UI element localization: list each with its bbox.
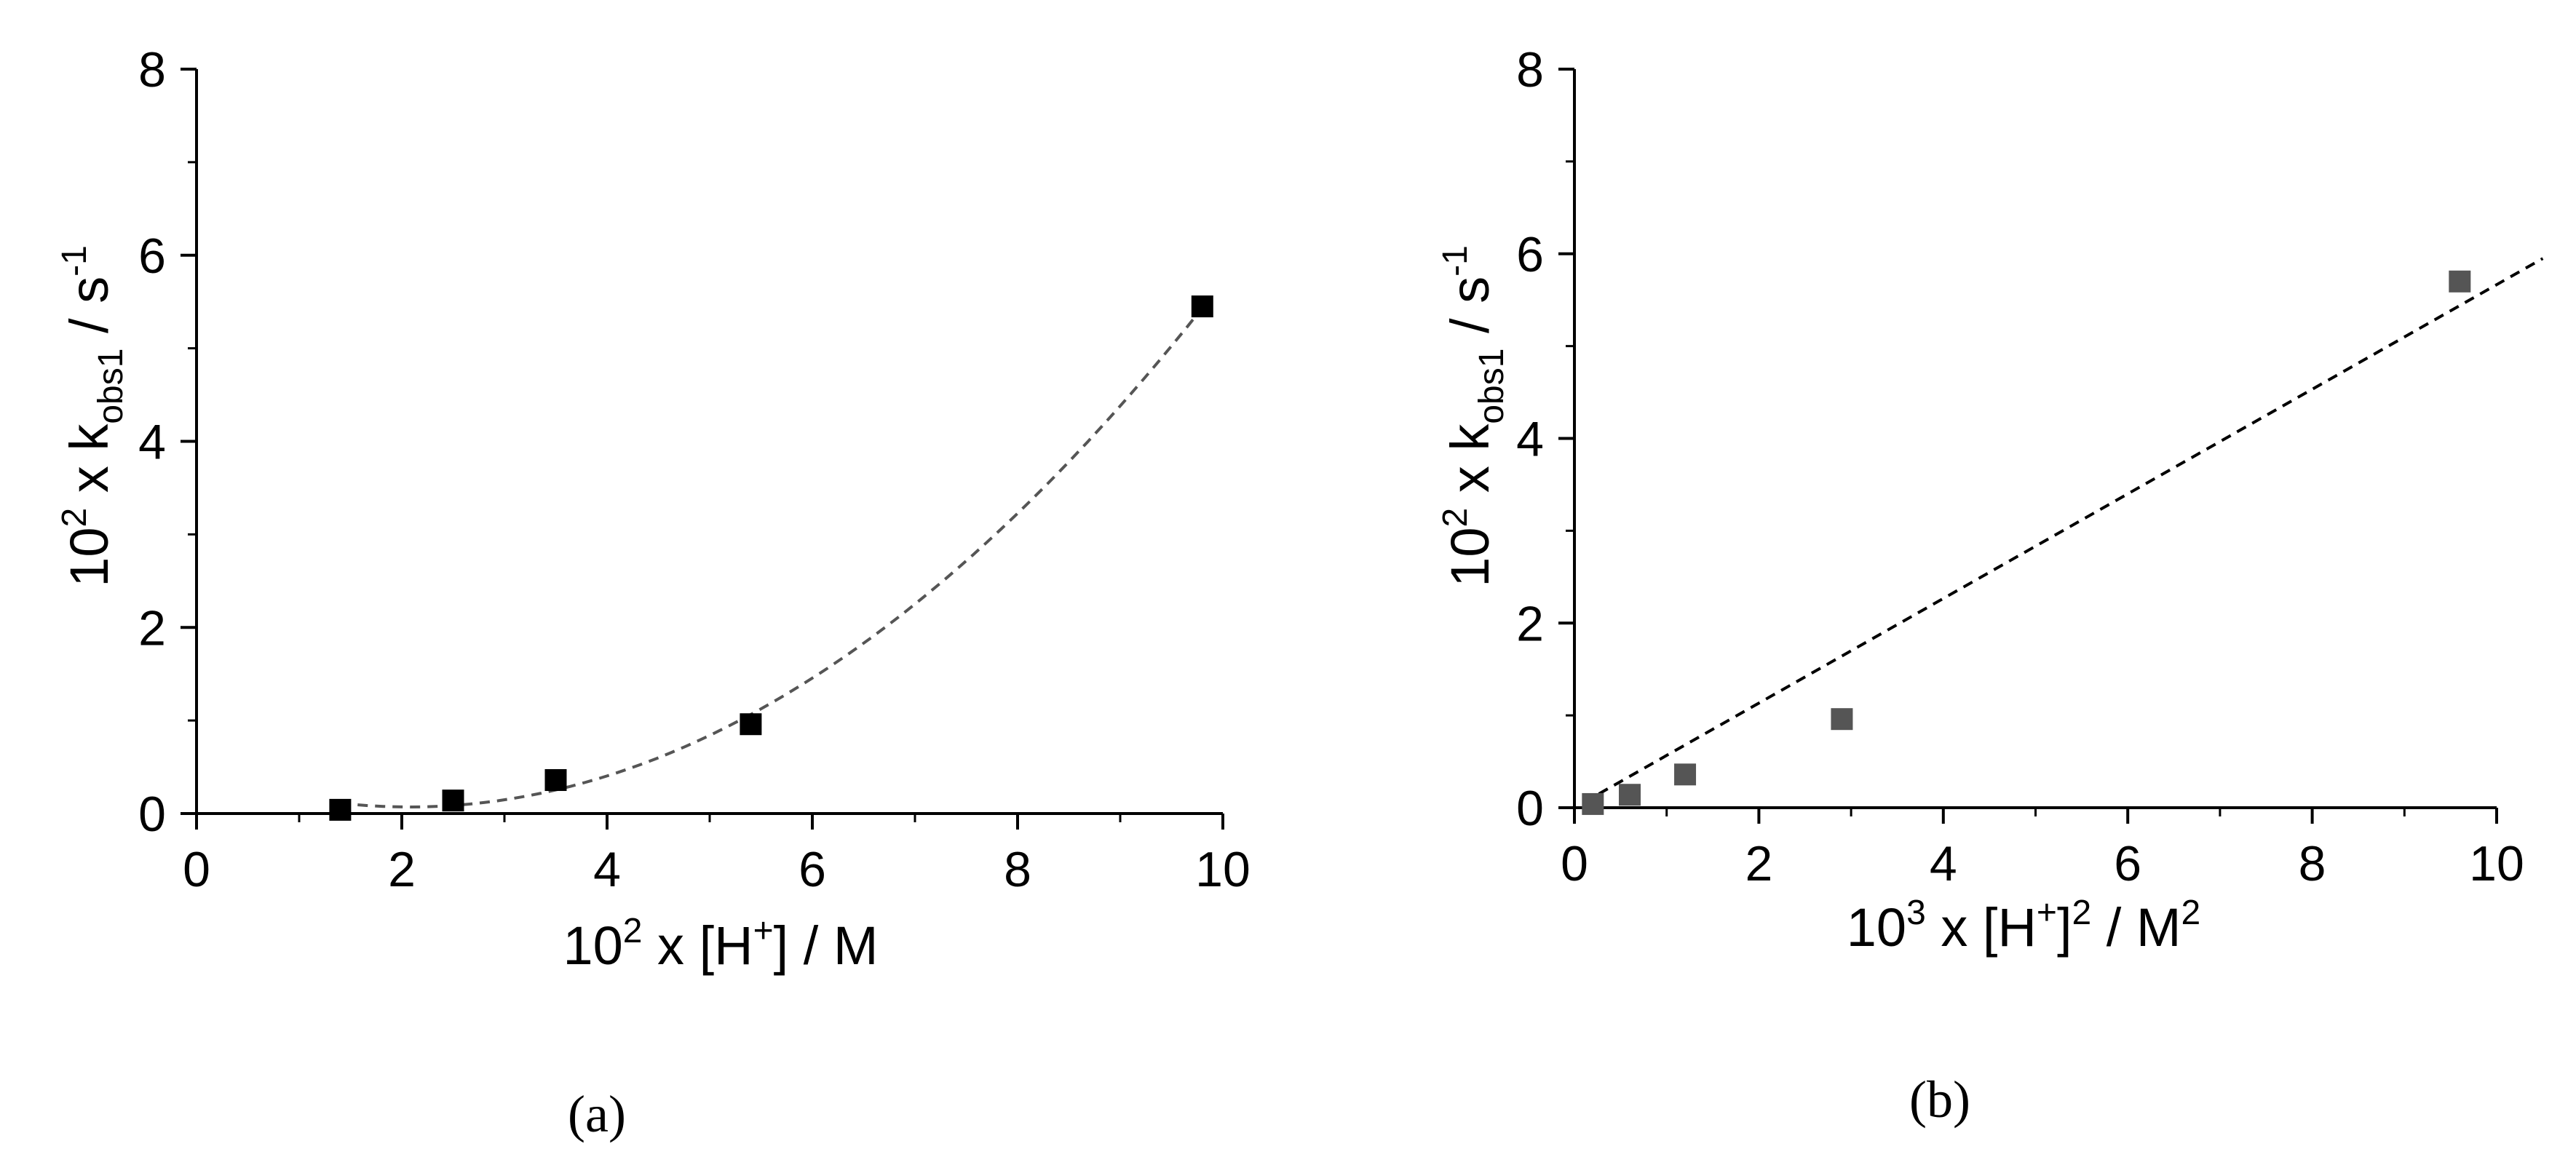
x-tick-label-b: 4 bbox=[1930, 836, 1957, 891]
data-point-b bbox=[1582, 792, 1604, 815]
data-point-a bbox=[740, 713, 762, 736]
x-tick-label-a: 2 bbox=[388, 842, 416, 897]
data-point-b bbox=[1674, 763, 1697, 786]
y-tick-label-b: 2 bbox=[1516, 596, 1544, 651]
data-point-b bbox=[1619, 784, 1641, 806]
y-tick-label-a: 2 bbox=[138, 600, 166, 656]
y-tick-label-a: 8 bbox=[138, 42, 166, 98]
panel-label-a: (a) bbox=[568, 1085, 626, 1143]
x-tick-label-a: 6 bbox=[798, 842, 826, 897]
x-tick-label-b: 2 bbox=[1745, 836, 1772, 891]
x-tick-label-a: 4 bbox=[593, 842, 621, 897]
x-tick-label-a: 8 bbox=[1004, 842, 1031, 897]
chart-panel-a: 0 2 4 6 8 10 0 2 4 6 8 102 x [H+] / M 102 x kobs1 … bbox=[55, 42, 1251, 1143]
x-axis-label-b: 103 x [H+]2 / M2 bbox=[1847, 894, 2200, 958]
data-point-a bbox=[329, 798, 352, 821]
fit-line-b bbox=[1582, 257, 2544, 804]
data-point-a bbox=[544, 768, 567, 791]
x-tick-label-b: 6 bbox=[2114, 836, 2141, 891]
fit-curve-a bbox=[340, 306, 1204, 809]
data-point-a bbox=[1191, 295, 1213, 318]
data-point-b bbox=[2449, 270, 2471, 293]
data-points-b bbox=[1582, 270, 2471, 815]
y-tick-label-b: 8 bbox=[1516, 42, 1544, 98]
x-tick-label-b: 8 bbox=[2299, 836, 2326, 891]
x-axis-label-a: 102 x [H+] / M bbox=[563, 912, 878, 976]
y-tick-label-b: 6 bbox=[1516, 227, 1544, 282]
y-tick-label-b: 4 bbox=[1516, 412, 1544, 467]
y-axis-label-b: 102 x kobs1 / s-1 bbox=[1436, 245, 1511, 587]
x-tick-label-a: 10 bbox=[1195, 842, 1251, 897]
axes-b: 0 2 4 6 8 10 0 2 4 6 8 bbox=[1516, 42, 2524, 891]
y-tick-label-a: 0 bbox=[138, 787, 166, 842]
x-tick-label-a: 0 bbox=[183, 842, 210, 897]
fit-line-path-b bbox=[1582, 257, 2544, 804]
y-tick-label-a: 4 bbox=[138, 415, 166, 470]
x-tick-label-b: 0 bbox=[1561, 836, 1588, 891]
data-points-a bbox=[329, 295, 1213, 821]
panel-label-b: (b) bbox=[1909, 1070, 1970, 1129]
data-point-a bbox=[442, 790, 464, 812]
y-tick-label-b: 0 bbox=[1516, 781, 1544, 836]
chart-panel-b: 0 2 4 6 8 10 0 2 4 6 8 103 x [H+]2 / M2 102 x kobs… bbox=[1436, 42, 2544, 1129]
fit-line-path-a bbox=[340, 306, 1204, 809]
y-tick-label-a: 6 bbox=[138, 228, 166, 284]
data-point-b bbox=[1831, 708, 1853, 731]
x-tick-label-b: 10 bbox=[2469, 836, 2524, 891]
axes-a: 0 2 4 6 8 10 0 2 4 6 8 bbox=[138, 42, 1251, 897]
y-axis-label-a: 102 x kobs1 / s-1 bbox=[55, 245, 130, 587]
